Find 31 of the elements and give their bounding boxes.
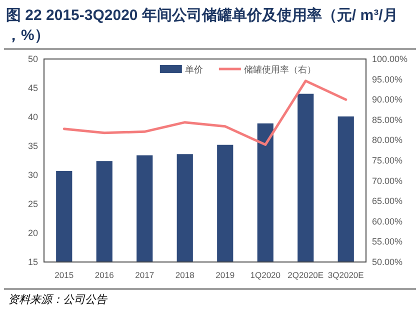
y-tick-label: 50 [28,54,38,64]
y2-tick-label: 55.00% [372,236,403,247]
y-tick-label: 25 [28,199,38,209]
y2-tick-label: 70.00% [372,176,403,186]
text: 资料来源：公司公告 [8,293,108,306]
y2-tick-label: 75.00% [372,156,403,166]
y-tick-label: 30 [28,170,38,180]
y2-tick-label: 95.00% [372,74,403,84]
x-tick-label: 2017 [135,270,154,280]
y2-tick-label: 60.00% [372,216,403,226]
y2-tick-label: 90.00% [372,94,403,105]
x-tick-label: 2016 [94,270,114,280]
y-tick-label: 40 [28,112,38,122]
y-tick-label: 20 [28,228,38,238]
y2-tick-label: 50.00% [372,257,403,267]
x-tick-label: 2019 [216,270,235,280]
y-tick-label: 35 [28,141,38,151]
y2-tick-label: 85.00% [372,114,403,125]
y2-tick-label: 65.00% [372,196,403,206]
x-tick-label: 2Q2020E [288,270,324,280]
legend-label: 储罐使用率（右） [244,64,316,74]
x-tick-label: 2015 [54,270,74,280]
x-tick-label: 3Q2020E [328,270,364,280]
x-tick-label: 1Q2020 [250,270,281,280]
y-tick-label: 45 [28,83,38,93]
title: 图 22 2015-3Q2020 年间公司储罐单价及使用率（元/ m³/月，%） [6,7,398,44]
y2-tick-label: 80.00% [372,135,403,146]
legend-label: 单价 [184,64,203,74]
x-tick-label: 2018 [175,270,195,280]
y2-tick-label: 100.00% [372,54,408,64]
y-tick-label: 15 [28,257,38,267]
